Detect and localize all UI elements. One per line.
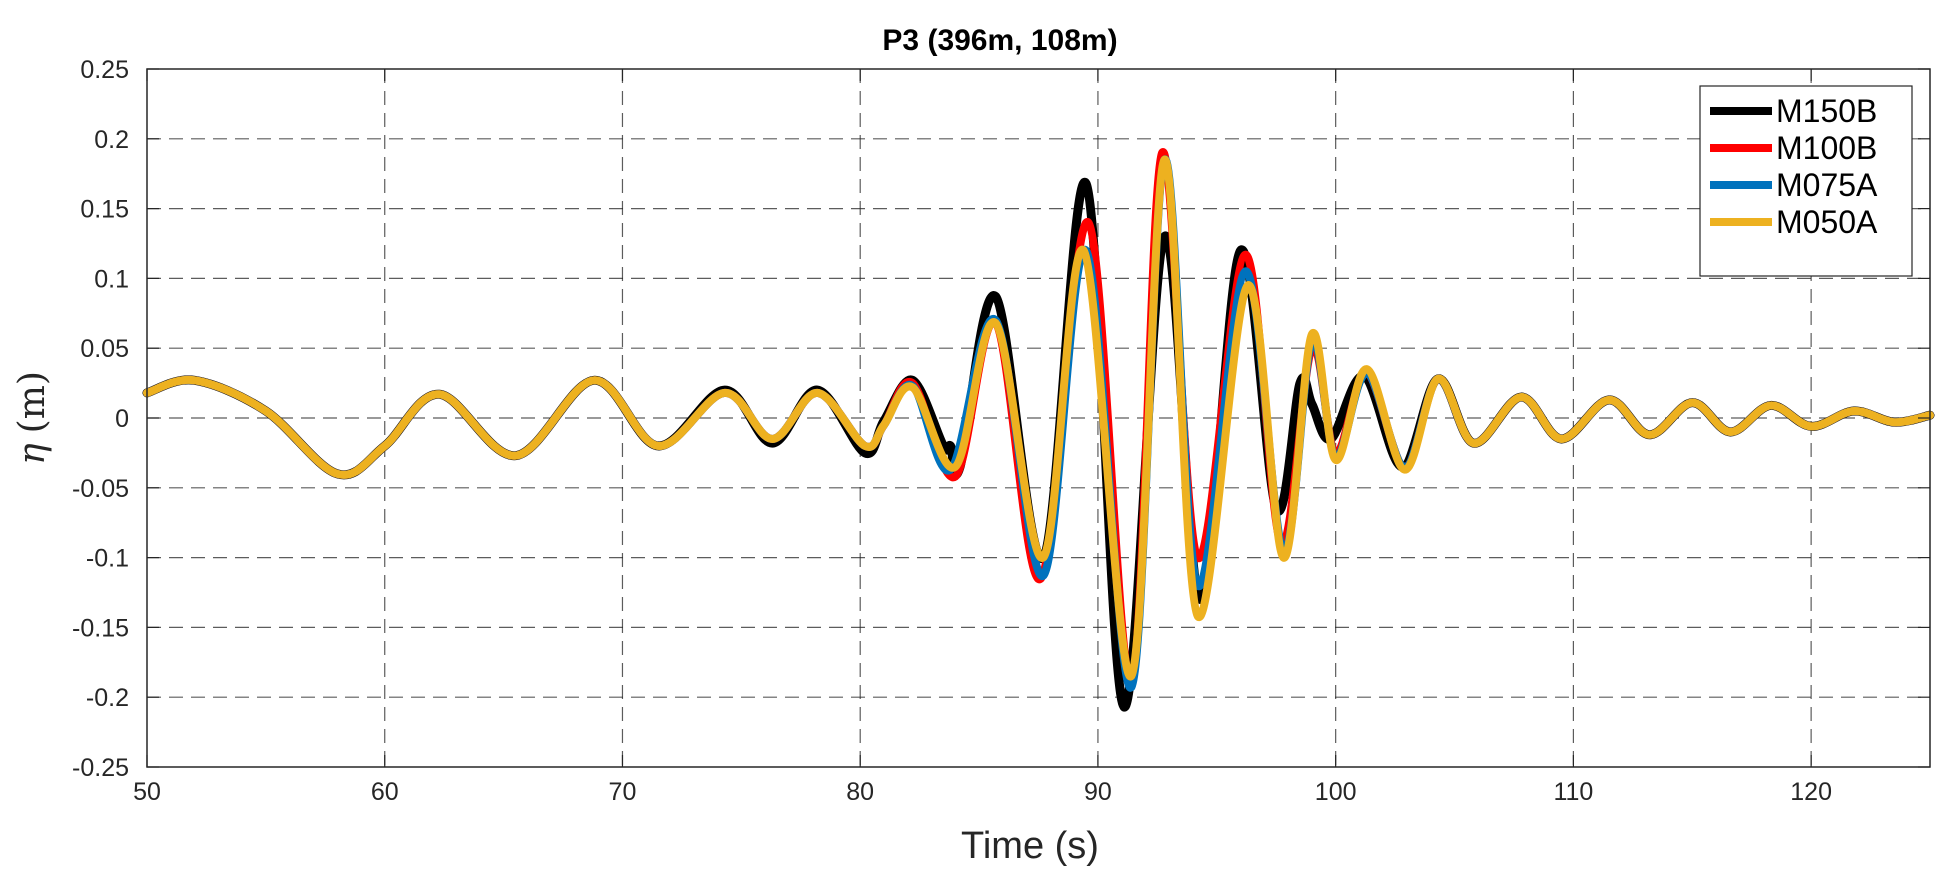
x-tick-label: 70: [609, 778, 637, 806]
y-axis-label: η (m): [12, 371, 53, 465]
x-tick-label: 120: [1790, 778, 1832, 806]
legend-label-m075a: M075A: [1776, 167, 1878, 203]
y-tick-label: 0: [115, 405, 129, 433]
y-tick-label: 0.2: [94, 126, 129, 154]
x-axis-label: Time (s): [961, 825, 1099, 867]
y-tick-label: 0.25: [80, 56, 129, 84]
legend-label-m100b: M100B: [1776, 130, 1877, 166]
y-tick-label: -0.25: [72, 754, 129, 782]
y-tick-label: 0.1: [94, 265, 129, 293]
x-tick-label: 110: [1553, 778, 1593, 806]
legend-label-m150b: M150B: [1776, 93, 1877, 129]
y-tick-label: -0.1: [86, 545, 129, 573]
y-axis-label-unit: (m): [12, 371, 53, 433]
x-tick-label: 60: [371, 778, 399, 806]
y-axis-label-symbol: η: [12, 443, 53, 465]
series-layer: [142, 148, 1935, 712]
chart-title: P3 (396m, 108m): [882, 24, 1117, 57]
x-tick-label: 100: [1315, 778, 1357, 806]
y-tick-label: -0.15: [72, 614, 129, 642]
legend-label-m050a: M050A: [1776, 204, 1878, 240]
y-tick-label: -0.2: [86, 684, 129, 712]
x-tick-label: 90: [1084, 778, 1112, 806]
series-line-m050a: [143, 155, 1934, 681]
y-tick-label: 0.05: [80, 335, 129, 363]
y-axis: 0.25 0.2 0.15 0.1 0.05 0 -0.05 -0.1 -0.15 -0.2 -0.…: [72, 56, 1930, 782]
x-axis: 50 60 70 80 90 100 110 120: [133, 69, 1832, 806]
x-tick-label: 50: [133, 778, 161, 806]
y-tick-label: -0.05: [72, 475, 129, 503]
y-tick-label: 0.15: [80, 196, 129, 224]
x-tick-label: 80: [846, 778, 874, 806]
